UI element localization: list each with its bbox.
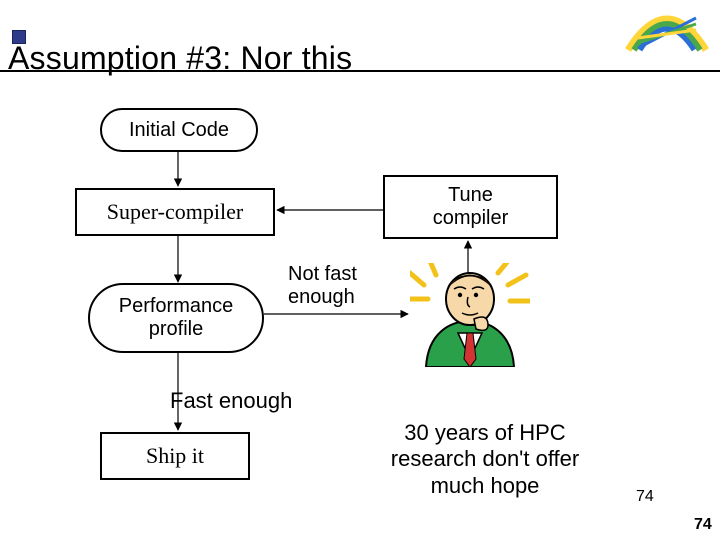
thinking-man-icon (410, 263, 530, 367)
node-label: Initial Code (129, 119, 229, 142)
node-label: Tune compiler (433, 184, 509, 230)
footnote-text: 30 years of HPC research don't offer muc… (340, 420, 630, 499)
node-label: Super-compiler (107, 199, 243, 225)
node-super-compiler: Super-compiler (75, 188, 275, 236)
label-not-fast-enough: Not fast enough (288, 263, 357, 309)
page-number-outer: 74 (694, 516, 712, 534)
node-tune-compiler: Tune compiler (383, 175, 558, 239)
node-performance-profile: Performance profile (88, 283, 264, 353)
node-label: Ship it (146, 443, 204, 469)
node-label: Performance profile (119, 295, 234, 341)
title-row: Assumption #3: Nor this (8, 18, 712, 74)
slide: Assumption #3: Nor this Initial Code Sup (0, 0, 720, 540)
node-initial-code: Initial Code (100, 108, 258, 152)
page-number-inner: 74 (636, 488, 654, 506)
title-rule (0, 70, 720, 72)
label-fast-enough: Fast enough (170, 388, 292, 414)
bridge-logo-icon (622, 0, 712, 56)
node-ship-it: Ship it (100, 432, 250, 480)
